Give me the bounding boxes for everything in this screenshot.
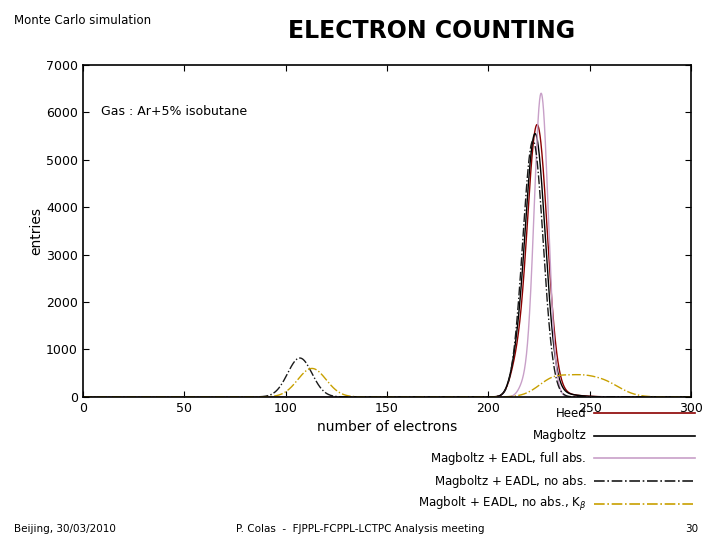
Text: Heed: Heed: [556, 407, 587, 420]
Text: Magboltz $+$ EADL, no abs.: Magboltz $+$ EADL, no abs.: [434, 472, 587, 490]
Text: Magbolt $+$ EADL, no abs., K$_{\beta}$: Magbolt $+$ EADL, no abs., K$_{\beta}$: [418, 495, 587, 513]
Text: Magboltz $+$ EADL, full abs.: Magboltz $+$ EADL, full abs.: [431, 450, 587, 467]
Text: Magboltz: Magboltz: [533, 429, 587, 442]
Y-axis label: entries: entries: [30, 207, 43, 255]
Text: Monte Carlo simulation: Monte Carlo simulation: [14, 14, 151, 26]
Text: 30: 30: [685, 523, 698, 534]
Text: P. Colas  -  FJPPL-FCPPL-LCTPC Analysis meeting: P. Colas - FJPPL-FCPPL-LCTPC Analysis me…: [235, 523, 485, 534]
Text: Beijing, 30/03/2010: Beijing, 30/03/2010: [14, 523, 116, 534]
X-axis label: number of electrons: number of electrons: [317, 420, 457, 434]
Text: Gas : Ar+5% isobutane: Gas : Ar+5% isobutane: [101, 105, 247, 118]
Text: ELECTRON COUNTING: ELECTRON COUNTING: [289, 19, 575, 43]
